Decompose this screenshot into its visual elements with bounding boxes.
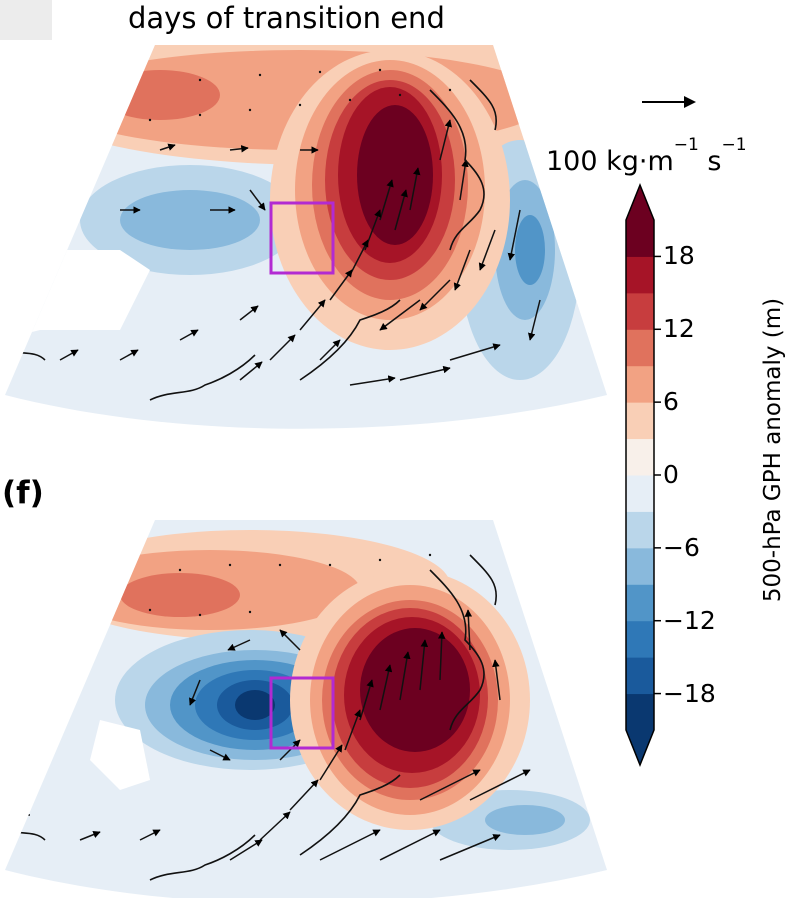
colorbar-band	[626, 693, 654, 731]
reference-vector-label: 100 kg·m−1 s−1	[546, 135, 747, 179]
colorbar-band	[626, 620, 654, 658]
colorbar-tick-label: −6	[663, 532, 700, 562]
ref-unit-2: s	[698, 146, 722, 177]
colorbar-tick-label: 0	[663, 460, 679, 489]
colorbar-extend-min-icon	[626, 730, 654, 765]
colorbar-band	[626, 475, 654, 512]
ref-exp-2: −1	[721, 135, 747, 155]
colorbar-band	[626, 220, 654, 257]
colorbar-band	[626, 438, 654, 476]
colorbar-band	[626, 402, 654, 440]
colorbar-title: 500-hPa GPH anomaly (m)	[760, 297, 786, 603]
colorbar-tick-label: 6	[663, 387, 679, 417]
ref-unit-1: 100 kg·m	[546, 146, 674, 177]
colorbar-band	[626, 511, 654, 549]
colorbar-tick-label: −18	[663, 678, 716, 708]
colorbar-band	[626, 365, 654, 403]
colorbar-band	[626, 657, 654, 695]
colorbar-tick-label: −12	[663, 605, 716, 635]
colorbar-tick-label: 12	[663, 314, 695, 344]
colorbar	[625, 182, 661, 768]
colorbar-band	[626, 584, 654, 622]
colorbar-band	[626, 547, 654, 585]
vector-arrow-icon	[642, 96, 696, 108]
colorbar-band	[626, 292, 654, 330]
figure-title: days of transition end	[128, 1, 445, 35]
colorbar-band	[626, 329, 654, 367]
corner-patch	[0, 0, 52, 40]
colorbar-extend-max-icon	[626, 185, 654, 220]
map-panel-lower	[5, 520, 607, 898]
panel-label-f: (f)	[2, 475, 44, 511]
map-panel-upper	[5, 45, 607, 429]
colorbar-band	[626, 256, 654, 294]
colorbar-tick-label: 18	[663, 241, 695, 271]
ref-exp-1: −1	[673, 135, 699, 155]
